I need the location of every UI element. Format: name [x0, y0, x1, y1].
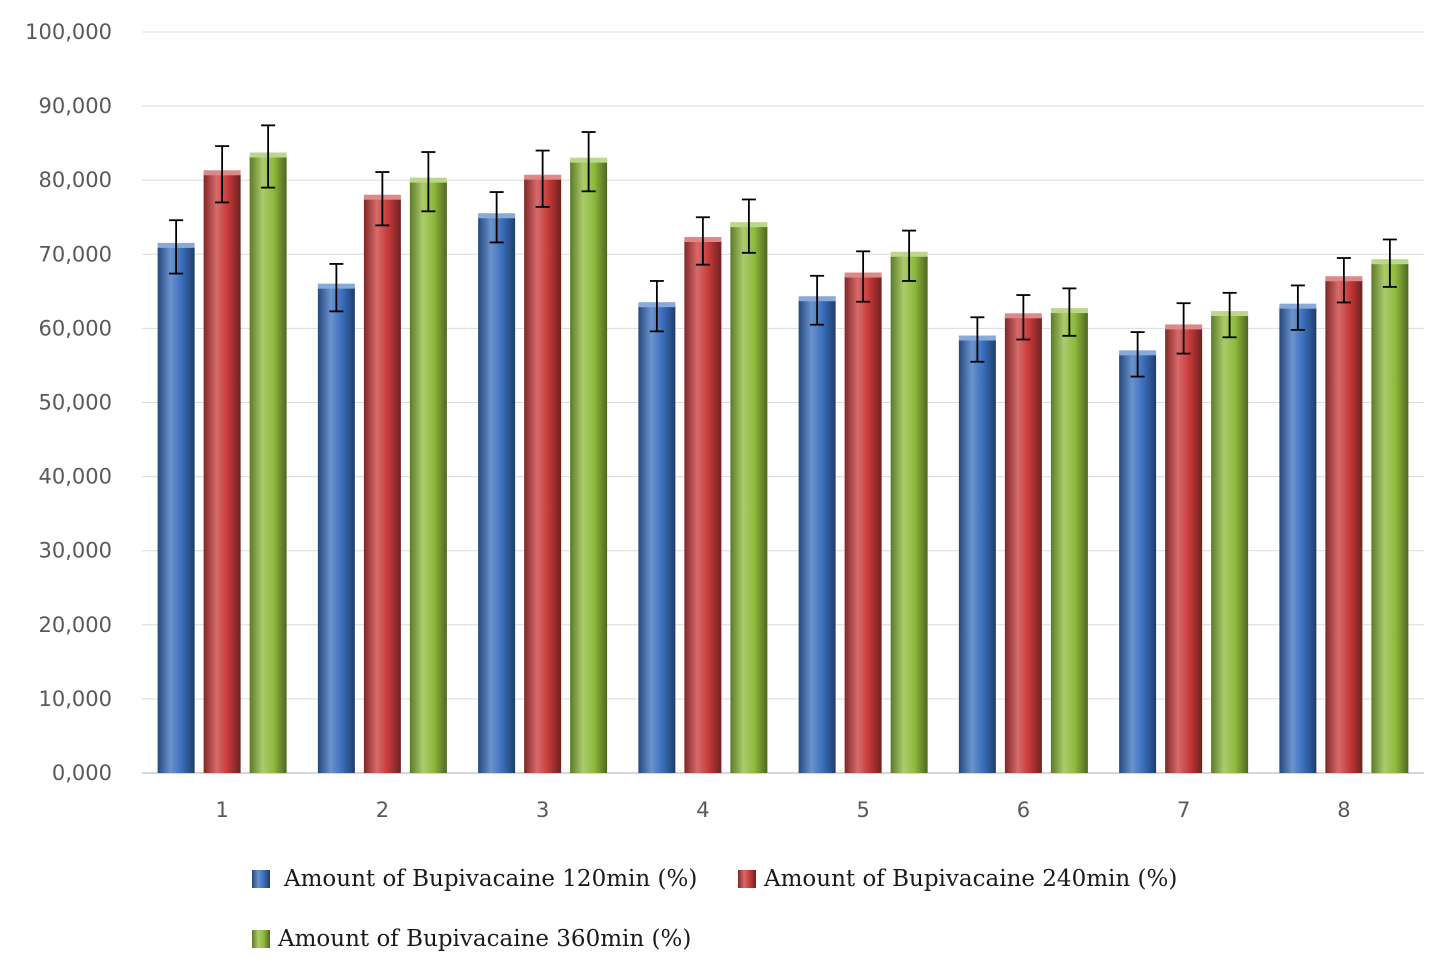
bar-series2-cat2	[363, 198, 401, 774]
error-bar	[1130, 331, 1145, 378]
bar-series1-cat7	[1119, 354, 1157, 773]
error-bar	[169, 219, 184, 275]
bar-series3-cat6	[1050, 312, 1088, 773]
legend-item-1: Amount of Bupivacaine 120min (%)	[252, 866, 697, 892]
bar-series2-cat3	[524, 178, 562, 773]
bar-series2-cat7	[1165, 328, 1203, 773]
bar-series3-cat5	[890, 255, 928, 774]
legend-label: Amount of Bupivacaine 240min (%)	[763, 866, 1177, 892]
bar-series1-cat2	[317, 287, 355, 773]
error-bar	[649, 280, 664, 333]
error-bar	[856, 250, 871, 303]
bar-series1-cat1	[157, 246, 195, 773]
y-axis-ticks: 0,000 10,000 20,000 30,000 40,000 50,000 60,00…	[25, 20, 112, 785]
error-bar	[695, 216, 710, 266]
error-bar	[1176, 302, 1191, 355]
legend-item-3: Amount of Bupivacaine 360min (%)	[252, 926, 691, 952]
x-axis-ticks: 1 2 3 4 5 6 7 8	[215, 798, 1350, 822]
legend-label: Amount of Bupivacaine 120min (%)	[283, 866, 697, 892]
x-tick-label: 1	[215, 798, 228, 822]
legend-label: Amount of Bupivacaine 360min (%)	[277, 926, 691, 952]
bar-series3-cat7	[1211, 315, 1249, 773]
x-tick-label: 7	[1177, 798, 1190, 822]
x-tick-label: 6	[1017, 798, 1030, 822]
bar-series2-cat8	[1325, 280, 1363, 773]
bar-series2-cat6	[1004, 317, 1042, 773]
bar-series3-cat4	[730, 226, 768, 774]
bar-series3-cat3	[570, 161, 608, 774]
bar-series1-cat6	[958, 339, 996, 773]
bar-series2-cat1	[203, 174, 241, 774]
error-bar	[1222, 291, 1237, 339]
error-bar	[1382, 238, 1397, 288]
error-bar	[810, 274, 825, 326]
legend-swatch	[738, 870, 756, 888]
gridlines	[142, 31, 1424, 774]
bar-series3-cat2	[409, 181, 447, 773]
legend-swatch	[252, 870, 270, 888]
bar-series2-cat5	[844, 276, 882, 773]
error-bar	[421, 151, 436, 213]
error-bar	[261, 124, 276, 189]
y-tick-label: 60,000	[39, 316, 112, 340]
y-tick-label: 50,000	[39, 391, 112, 415]
y-tick-label: 0,000	[52, 761, 112, 785]
legend-swatch	[252, 930, 270, 948]
bar-series1-cat5	[798, 300, 836, 773]
y-tick-label: 40,000	[39, 465, 112, 489]
bars	[157, 152, 1409, 774]
x-tick-label: 8	[1337, 798, 1350, 822]
y-tick-label: 20,000	[39, 613, 112, 637]
error-bar	[329, 263, 344, 313]
error-bar	[970, 316, 985, 363]
legend-item-2: Amount of Bupivacaine 240min (%)	[738, 866, 1177, 892]
error-bar	[1290, 284, 1305, 331]
error-bar	[741, 198, 756, 254]
y-tick-label: 90,000	[39, 94, 112, 118]
bar-series1-cat4	[638, 306, 676, 773]
x-tick-label: 2	[376, 798, 389, 822]
error-bar	[535, 149, 550, 208]
y-tick-label: 100,000	[25, 20, 112, 44]
bar-series1-cat3	[478, 217, 516, 773]
bar-series2-cat4	[684, 240, 722, 773]
y-tick-label: 10,000	[39, 687, 112, 711]
bar-series3-cat1	[249, 156, 287, 773]
bar-series3-cat8	[1371, 263, 1409, 773]
error-bar	[489, 191, 504, 244]
error-bar	[375, 171, 390, 227]
x-tick-label: 3	[536, 798, 549, 822]
error-bar	[215, 145, 230, 204]
bar-series1-cat8	[1279, 307, 1317, 773]
y-tick-label: 70,000	[39, 242, 112, 266]
error-bar	[1336, 257, 1351, 304]
y-tick-label: 80,000	[39, 168, 112, 192]
x-tick-label: 5	[856, 798, 869, 822]
x-tick-label: 4	[696, 798, 709, 822]
error-bars	[169, 124, 1397, 378]
legend: Amount of Bupivacaine 120min (%) Amount o…	[252, 866, 1177, 952]
error-bar	[1016, 294, 1031, 341]
y-tick-label: 30,000	[39, 539, 112, 563]
error-bar	[1062, 287, 1077, 337]
error-bar	[902, 229, 917, 282]
error-bar	[581, 131, 596, 193]
